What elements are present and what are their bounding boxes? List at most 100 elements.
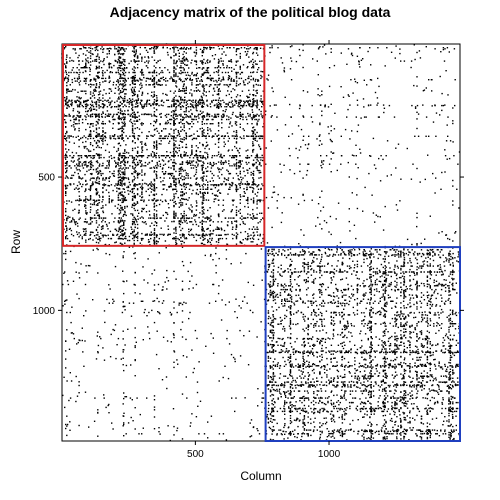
matrix-point <box>69 184 72 186</box>
matrix-point <box>289 264 292 267</box>
matrix-point <box>200 156 202 159</box>
matrix-point <box>429 254 431 256</box>
matrix-point <box>293 271 296 273</box>
matrix-point <box>385 286 387 289</box>
matrix-point <box>321 340 323 342</box>
matrix-point <box>153 141 155 143</box>
matrix-point <box>447 285 449 287</box>
matrix-point <box>271 291 273 294</box>
matrix-point <box>143 199 145 201</box>
matrix-point <box>252 61 255 64</box>
matrix-point <box>452 257 454 260</box>
matrix-point <box>307 306 309 308</box>
matrix-point <box>76 165 79 167</box>
matrix-point <box>453 288 455 291</box>
matrix-point <box>445 300 447 302</box>
matrix-point <box>298 285 300 287</box>
matrix-point <box>191 84 193 86</box>
matrix-point <box>97 161 99 164</box>
matrix-point <box>123 227 125 229</box>
matrix-point <box>314 386 317 388</box>
matrix-point <box>180 236 182 239</box>
matrix-point <box>183 215 185 217</box>
matrix-point <box>124 124 126 126</box>
matrix-point <box>131 79 134 81</box>
matrix-point <box>181 202 184 204</box>
matrix-point <box>429 298 431 300</box>
matrix-point <box>85 90 87 92</box>
matrix-point <box>153 111 156 113</box>
matrix-point <box>409 365 411 367</box>
matrix-point <box>356 382 359 384</box>
matrix-point <box>97 234 99 236</box>
matrix-point <box>183 210 185 213</box>
matrix-point <box>192 106 194 108</box>
matrix-point <box>139 84 141 86</box>
matrix-point <box>123 63 125 65</box>
matrix-point <box>201 127 203 129</box>
matrix-point <box>420 302 423 304</box>
matrix-point <box>134 167 136 169</box>
matrix-point <box>102 103 104 105</box>
matrix-point <box>121 67 123 70</box>
matrix-point <box>192 118 194 121</box>
matrix-point <box>203 199 205 201</box>
matrix-point <box>173 70 175 72</box>
matrix-point <box>336 249 338 251</box>
matrix-point <box>89 137 92 140</box>
matrix-point <box>140 237 143 240</box>
matrix-point <box>183 136 185 139</box>
matrix-point <box>136 188 139 190</box>
matrix-point <box>271 340 273 342</box>
matrix-point <box>223 101 225 104</box>
matrix-point <box>118 213 120 215</box>
matrix-point <box>243 137 245 140</box>
matrix-point <box>95 134 98 137</box>
matrix-point <box>235 141 238 143</box>
matrix-point <box>85 103 88 105</box>
matrix-point <box>86 183 88 185</box>
matrix-point <box>172 80 174 82</box>
matrix-point <box>384 406 386 409</box>
matrix-point <box>252 143 254 145</box>
matrix-point <box>117 53 120 55</box>
matrix-point <box>117 46 120 48</box>
matrix-point <box>305 410 308 413</box>
matrix-point <box>153 85 156 88</box>
matrix-point <box>307 276 309 279</box>
matrix-point <box>162 160 165 162</box>
matrix-point <box>97 71 99 74</box>
matrix-point <box>95 60 98 62</box>
matrix-point <box>121 135 123 137</box>
matrix-point <box>124 157 126 159</box>
matrix-point <box>203 129 205 131</box>
matrix-point <box>136 151 139 154</box>
matrix-point <box>248 183 250 185</box>
matrix-point <box>321 256 323 258</box>
matrix-point <box>201 85 203 87</box>
matrix-point <box>121 237 123 240</box>
matrix-point <box>95 116 97 118</box>
matrix-point <box>119 225 122 228</box>
matrix-point <box>155 95 158 97</box>
matrix-point <box>179 67 181 69</box>
matrix-point <box>71 101 73 104</box>
matrix-point <box>65 153 67 156</box>
matrix-point <box>409 385 411 388</box>
matrix-point <box>106 160 109 162</box>
matrix-point <box>352 401 354 404</box>
matrix-point <box>133 235 135 237</box>
matrix-point <box>65 103 67 106</box>
matrix-point <box>146 137 148 140</box>
matrix-point <box>137 80 139 82</box>
matrix-point <box>122 137 124 139</box>
matrix-point <box>175 170 177 173</box>
matrix-point <box>209 106 212 108</box>
matrix-point <box>180 217 182 220</box>
matrix-point <box>251 106 253 108</box>
matrix-point <box>405 337 407 339</box>
matrix-point <box>118 50 120 52</box>
matrix-point <box>454 410 456 413</box>
matrix-point <box>84 67 86 69</box>
matrix-point <box>180 106 182 108</box>
